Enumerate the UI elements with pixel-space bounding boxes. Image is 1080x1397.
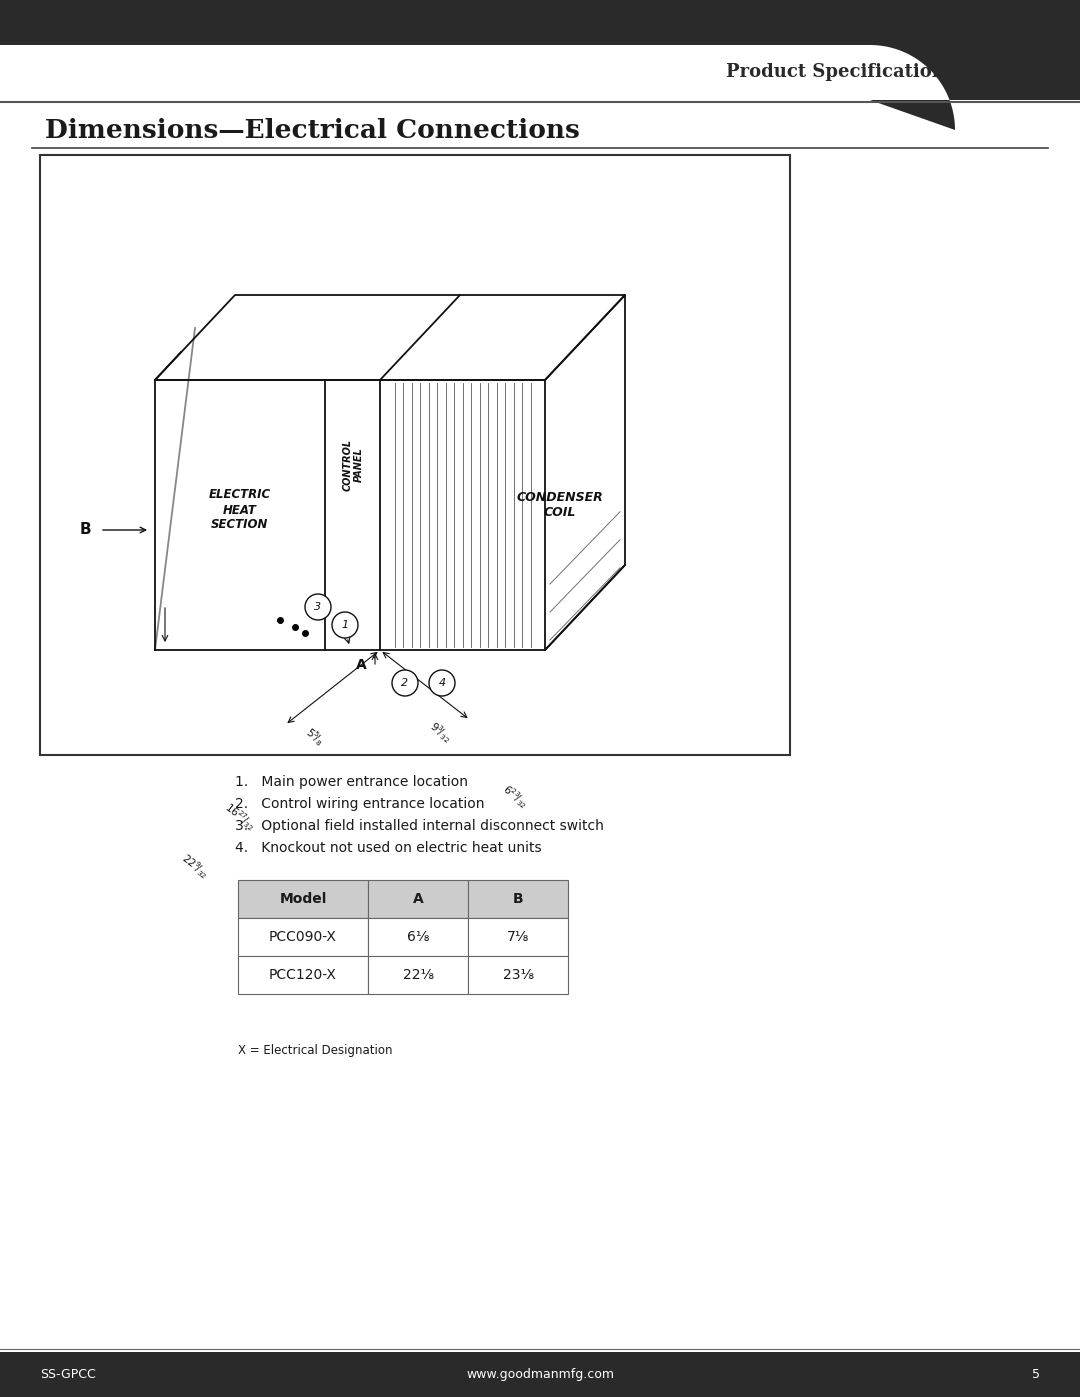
Bar	[0, 1352, 1080, 1397]
Bar	[238, 956, 368, 995]
Bar	[0, 0, 1080, 45]
Text: CONTROL
PANEL: CONTROL PANEL	[342, 439, 364, 492]
Text: PCC120-X: PCC120-X	[269, 968, 337, 982]
Text: ELECTRIC
HEAT
SECTION: ELECTRIC HEAT SECTION	[208, 489, 271, 531]
Text: B: B	[79, 522, 91, 538]
Polygon shape	[870, 45, 1080, 130]
Text: Product Specifications: Product Specifications	[726, 63, 955, 81]
Text: 2.   Control wiring entrance location: 2. Control wiring entrance location	[235, 798, 485, 812]
Text: 6⅛: 6⅛	[407, 930, 429, 944]
Circle shape	[332, 612, 357, 638]
Bar	[238, 880, 368, 918]
Text: $9^{3}\!/_{32}$: $9^{3}\!/_{32}$	[426, 718, 455, 746]
Text: 4: 4	[438, 678, 446, 687]
Text: www.goodmanmfg.com: www.goodmanmfg.com	[465, 1368, 615, 1382]
Text: 7⅛: 7⅛	[507, 930, 529, 944]
Text: CONDENSER
COIL: CONDENSER COIL	[516, 490, 604, 520]
Text: Dimensions—Electrical Connections: Dimensions—Electrical Connections	[45, 117, 580, 142]
Text: 22⅛: 22⅛	[403, 968, 433, 982]
Bar	[468, 880, 568, 918]
Bar	[40, 155, 789, 754]
Text: B: B	[513, 893, 524, 907]
Text: A: A	[356, 658, 367, 672]
Text: $6^{23}\!/_{32}$: $6^{23}\!/_{32}$	[499, 782, 531, 812]
Bar	[368, 956, 468, 995]
Text: 1: 1	[341, 620, 349, 630]
Bar	[238, 918, 368, 956]
Text: A: A	[413, 893, 423, 907]
Circle shape	[392, 671, 418, 696]
Text: 5: 5	[1032, 1368, 1040, 1382]
Text: $22^{9}\!/_{32}$: $22^{9}\!/_{32}$	[178, 851, 212, 882]
Text: 23⅛: 23⅛	[502, 968, 534, 982]
Bar	[368, 918, 468, 956]
Text: 2: 2	[402, 678, 408, 687]
Bar	[468, 918, 568, 956]
Text: 4.   Knockout not used on electric heat units: 4. Knockout not used on electric heat un…	[235, 841, 542, 855]
Bar	[368, 880, 468, 918]
Text: 3: 3	[314, 602, 322, 612]
Circle shape	[305, 594, 330, 620]
Text: SS-GPCC: SS-GPCC	[40, 1368, 96, 1382]
Bar	[0, 45, 1080, 101]
Text: Model: Model	[280, 893, 326, 907]
Text: PCC090-X: PCC090-X	[269, 930, 337, 944]
Text: X = Electrical Designation: X = Electrical Designation	[238, 1044, 392, 1058]
Text: $5^{5}\!/_{8}$: $5^{5}\!/_{8}$	[302, 725, 327, 749]
Bar	[468, 956, 568, 995]
Circle shape	[429, 671, 455, 696]
Text: 3.   Optional field installed internal disconnect switch: 3. Optional field installed internal dis…	[235, 819, 604, 833]
Text: 1.   Main power entrance location: 1. Main power entrance location	[235, 775, 468, 789]
Text: $16^{27}\!/_{32}$: $16^{27}\!/_{32}$	[221, 800, 259, 834]
